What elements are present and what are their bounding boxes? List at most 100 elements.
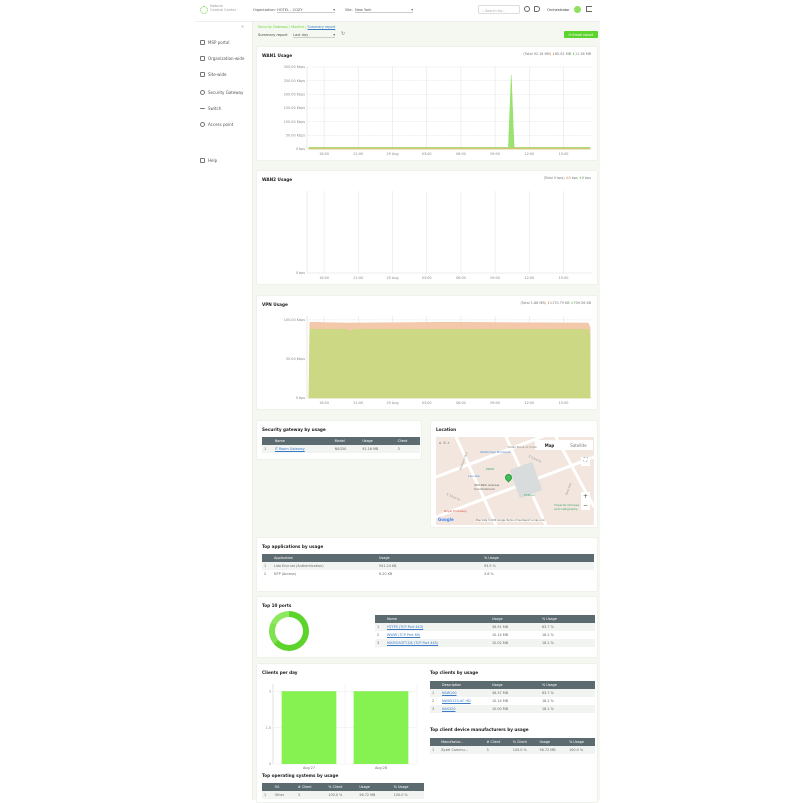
y-tick-label: 50.00 Kbps [286, 134, 305, 138]
org-value: HOTEL - COZY [277, 7, 303, 12]
apps-table: Application Usage% Usage 1 Lido Encrust (A… [262, 554, 594, 578]
x-tick-label: 09:00 [490, 152, 500, 156]
breadcrumb-parent[interactable]: Security Gateway / Monitor / [258, 25, 307, 29]
x-tick-label: Aug 27 [303, 766, 315, 770]
satellite-button[interactable]: Satellite [570, 443, 587, 448]
sidebar-item-organization-wide[interactable]: Organization-wide [200, 56, 244, 61]
gateway-icon [200, 90, 205, 95]
x-tick-label: 21:00 [353, 276, 363, 280]
client-link[interactable]: NWA5123-AC HD [442, 699, 471, 703]
col-pct-usage: % Usage [391, 783, 424, 791]
vpn-usage-card: VPN Usage (Total 1.88 MB) ⬇1170.79 KB ⬆7… [256, 295, 598, 410]
col-usage: Usage [377, 554, 482, 562]
y-tick-label: 100.00 Kbps [284, 318, 305, 322]
clients-per-day-chart: 0 1.5 3 Aug 27 Aug 28 [266, 684, 418, 770]
map-type-toggle: Map Satellite [535, 440, 593, 450]
breadcrumb-current[interactable]: Summary report [307, 25, 336, 29]
search-icon: ⌕ [482, 8, 485, 13]
legend-down: 1170.79 KB [549, 301, 570, 305]
user-avatar[interactable] [574, 5, 581, 13]
top-clients-table: Description Usage% Usage 1 NSW100 36.37 MB 6… [430, 681, 595, 713]
table-row: 2 NTP (Access) 6.20 KB 3.6 % [262, 570, 594, 578]
site-select[interactable]: New York ▾ [355, 7, 413, 13]
gateway-link[interactable]: IT Room Gateway [274, 447, 305, 451]
logout-icon[interactable] [586, 6, 592, 12]
refresh-icon[interactable]: ↻ [341, 31, 346, 37]
legend-total: (Total 0 bps) [543, 176, 565, 180]
top-header: Nebula Control Center Organization: HOTE… [195, 0, 600, 22]
x-tick-label: 29 Aug [386, 401, 398, 405]
sidebar-item-switch[interactable]: Switch [200, 106, 221, 111]
cell: 2 [264, 572, 267, 576]
sidebar-item-help[interactable]: Help [200, 158, 217, 163]
port-link[interactable]: WWW (TCP Port 80) [387, 633, 421, 637]
col-pct: % Usage [540, 615, 595, 623]
col-model: Model [332, 437, 361, 445]
port-link[interactable]: MICROSOFT-DS (TCP Port 445) [387, 641, 439, 645]
x-tick-label: 12:00 [524, 152, 534, 156]
upload-icon: ⬆ [570, 301, 574, 305]
user-name[interactable]: Orchestrator [547, 7, 570, 12]
time-range-select[interactable]: Last day ▾ [293, 32, 335, 38]
col-name: Name [385, 615, 490, 623]
col-index [375, 615, 385, 623]
x-tick-label: Aug 28 [375, 766, 387, 770]
cell: 2 [377, 633, 380, 637]
site-value: New York [355, 7, 372, 12]
sidebar-item-site-wide[interactable]: Site-wide [200, 72, 227, 77]
client-link[interactable]: NAS320 [442, 707, 456, 711]
fullscreen-icon[interactable]: ⛶ [581, 457, 590, 466]
notification-icon[interactable] [534, 6, 540, 12]
collapse-sidebar-icon[interactable]: « [241, 24, 245, 30]
sidebar-item-label: Help [208, 158, 218, 163]
security-gateway-card: Security gateway by usage Name Model Usage… [256, 420, 422, 460]
top-applications-card: Top applications by usage Application Usa… [256, 537, 598, 592]
cell: 63.7 % [540, 689, 595, 697]
legend-up: 11.36 MB [574, 52, 591, 56]
cell: 56.72 MB [357, 791, 392, 799]
cell: 100.0 % [326, 791, 358, 799]
cell: 10.14 MB [492, 633, 509, 637]
table-row: 1 HTTPS (TCP Port 443) 36.91 MB 63.7 % [375, 623, 595, 631]
map-tools-icon[interactable]: ⌂ ⊙ ⌕ [439, 440, 450, 445]
download-icon: ⬇ [547, 301, 550, 305]
donut-hole [275, 617, 303, 645]
breadcrumb: Security Gateway / Monitor / Summary rep… [258, 25, 335, 29]
port-link[interactable]: HTTPS (TCP Port 443) [387, 625, 424, 629]
map-poi-label: State Bank of India [508, 445, 537, 449]
map-poi-label: 450 Park Avenue Condominium [474, 483, 500, 491]
zoom-in-button[interactable]: + [582, 493, 589, 500]
search-input[interactable]: ⌕ Search for... [478, 5, 520, 14]
help-icon [200, 158, 205, 163]
sidebar-item-security-gateway[interactable]: Security Gateway [200, 90, 243, 95]
sidebar-item-label: MSP portal [208, 40, 230, 45]
top-ports-card: Top 10 ports Name Usage% Usage 1 HTTPS (TC… [256, 596, 598, 658]
col-manufacturer: Manufactur... [439, 738, 485, 746]
x-tick-label: 15:00 [559, 152, 569, 156]
col-pct-usage: % Usage [567, 738, 595, 746]
zoom-out-button[interactable]: − [582, 502, 589, 509]
help-circle-icon[interactable] [524, 6, 530, 12]
cell: 18.2 % [542, 699, 554, 703]
client-link[interactable]: NSW100 [442, 691, 457, 695]
col-usage: Usage [357, 783, 392, 791]
sidebar-item-access-point[interactable]: Access point [200, 122, 233, 127]
cell: 92.16 MB [360, 445, 396, 453]
cell: 93.5 % [482, 562, 594, 570]
map-poi-label: Phillips [524, 493, 535, 497]
sidebar-item-msp-portal[interactable]: MSP portal [200, 40, 229, 45]
col-name: Name [272, 437, 333, 445]
legend-up: 709.56 KB [573, 301, 592, 305]
org-select[interactable]: HOTEL - COZY ▾ [277, 7, 335, 13]
download-icon: ⬇ [565, 176, 569, 180]
cell: 100.0 % [391, 791, 424, 799]
legend-total: (Total 1.88 MB) [520, 301, 546, 305]
sidebar-item-label: Switch [208, 106, 222, 111]
map-button[interactable]: Map [544, 443, 555, 448]
x-tick-label: 18:00 [319, 276, 329, 280]
clients-per-day-title: Clients per day [262, 670, 298, 675]
email-report-button[interactable]: ✉ Email report [564, 31, 598, 38]
map[interactable]: ⌂ ⊙ ⌕ Map Satellite ⛶ + − Wellbridge Bout… [436, 437, 594, 525]
table-row: 1 Other 3 100.0 % 56.72 MB 100.0 % [262, 791, 424, 799]
col-index [262, 783, 273, 791]
